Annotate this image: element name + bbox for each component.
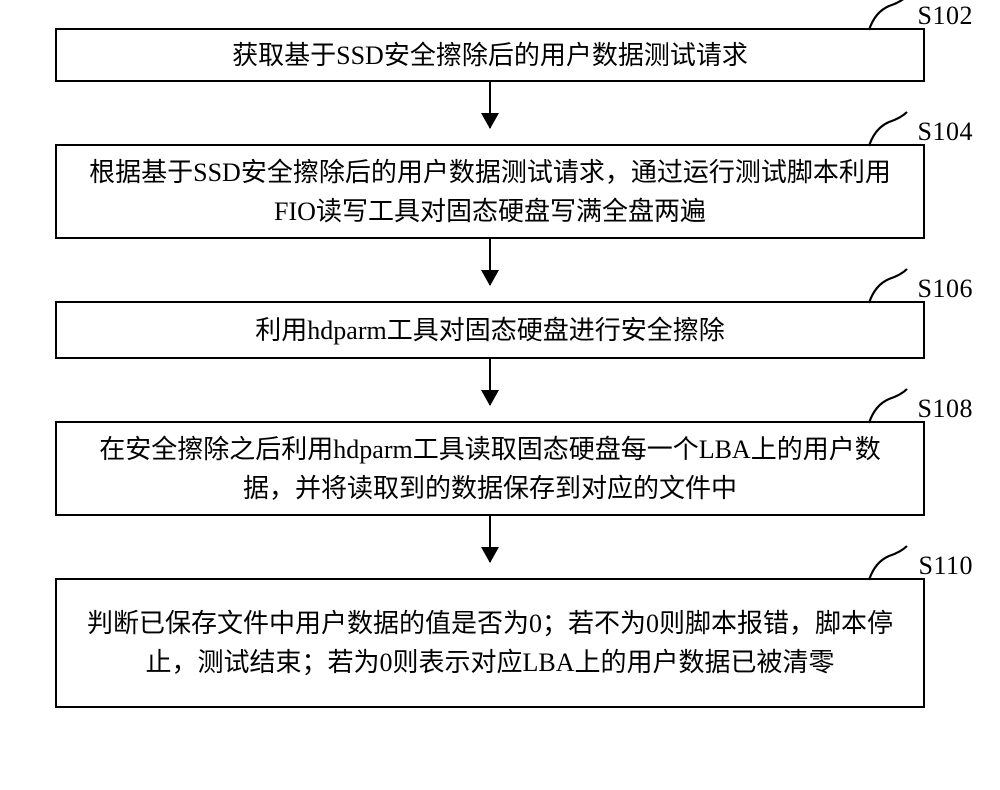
- arrow-down-icon: [489, 359, 491, 405]
- flow-arrow: [55, 239, 925, 301]
- flowchart-step-s102: 获取基于SSD安全擦除后的用户数据测试请求S102: [55, 28, 925, 82]
- flowchart-step-s106: 利用hdparm工具对固态硬盘进行安全擦除S106: [55, 301, 925, 359]
- label-connector-curve: [861, 267, 911, 305]
- step-text: 判断已保存文件中用户数据的值是否为0；若不为0则脚本报错，脚本停止，测试结束；若…: [77, 604, 903, 682]
- step-text: 根据基于SSD安全擦除后的用户数据测试请求，通过运行测试脚本利用FIO读写工具对…: [77, 153, 903, 231]
- flow-arrow: [55, 516, 925, 578]
- step-label-s110: S110: [919, 546, 974, 585]
- flowchart-container: 获取基于SSD安全擦除后的用户数据测试请求S102 根据基于SSD安全擦除后的用…: [55, 28, 925, 708]
- label-connector-curve: [861, 387, 911, 425]
- step-label-s108: S108: [918, 389, 973, 428]
- step-label-s104: S104: [918, 112, 973, 151]
- arrow-down-icon: [489, 239, 491, 285]
- flowchart-step-s104: 根据基于SSD安全擦除后的用户数据测试请求，通过运行测试脚本利用FIO读写工具对…: [55, 144, 925, 239]
- step-label-s106: S106: [918, 269, 973, 308]
- flow-arrow: [55, 359, 925, 421]
- label-connector-curve: [861, 544, 911, 582]
- arrow-down-icon: [489, 516, 491, 562]
- flowchart-step-s108: 在安全擦除之后利用hdparm工具读取固态硬盘每一个LBA上的用户数据，并将读取…: [55, 421, 925, 516]
- label-connector-curve: [861, 0, 911, 32]
- step-text: 利用hdparm工具对固态硬盘进行安全擦除: [255, 311, 724, 350]
- arrow-down-icon: [489, 82, 491, 128]
- step-text: 在安全擦除之后利用hdparm工具读取固态硬盘每一个LBA上的用户数据，并将读取…: [77, 430, 903, 508]
- flowchart-step-s110: 判断已保存文件中用户数据的值是否为0；若不为0则脚本报错，脚本停止，测试结束；若…: [55, 578, 925, 708]
- step-text: 获取基于SSD安全擦除后的用户数据测试请求: [232, 36, 748, 75]
- flow-arrow: [55, 82, 925, 144]
- step-label-s102: S102: [918, 0, 973, 35]
- label-connector-curve: [861, 110, 911, 148]
